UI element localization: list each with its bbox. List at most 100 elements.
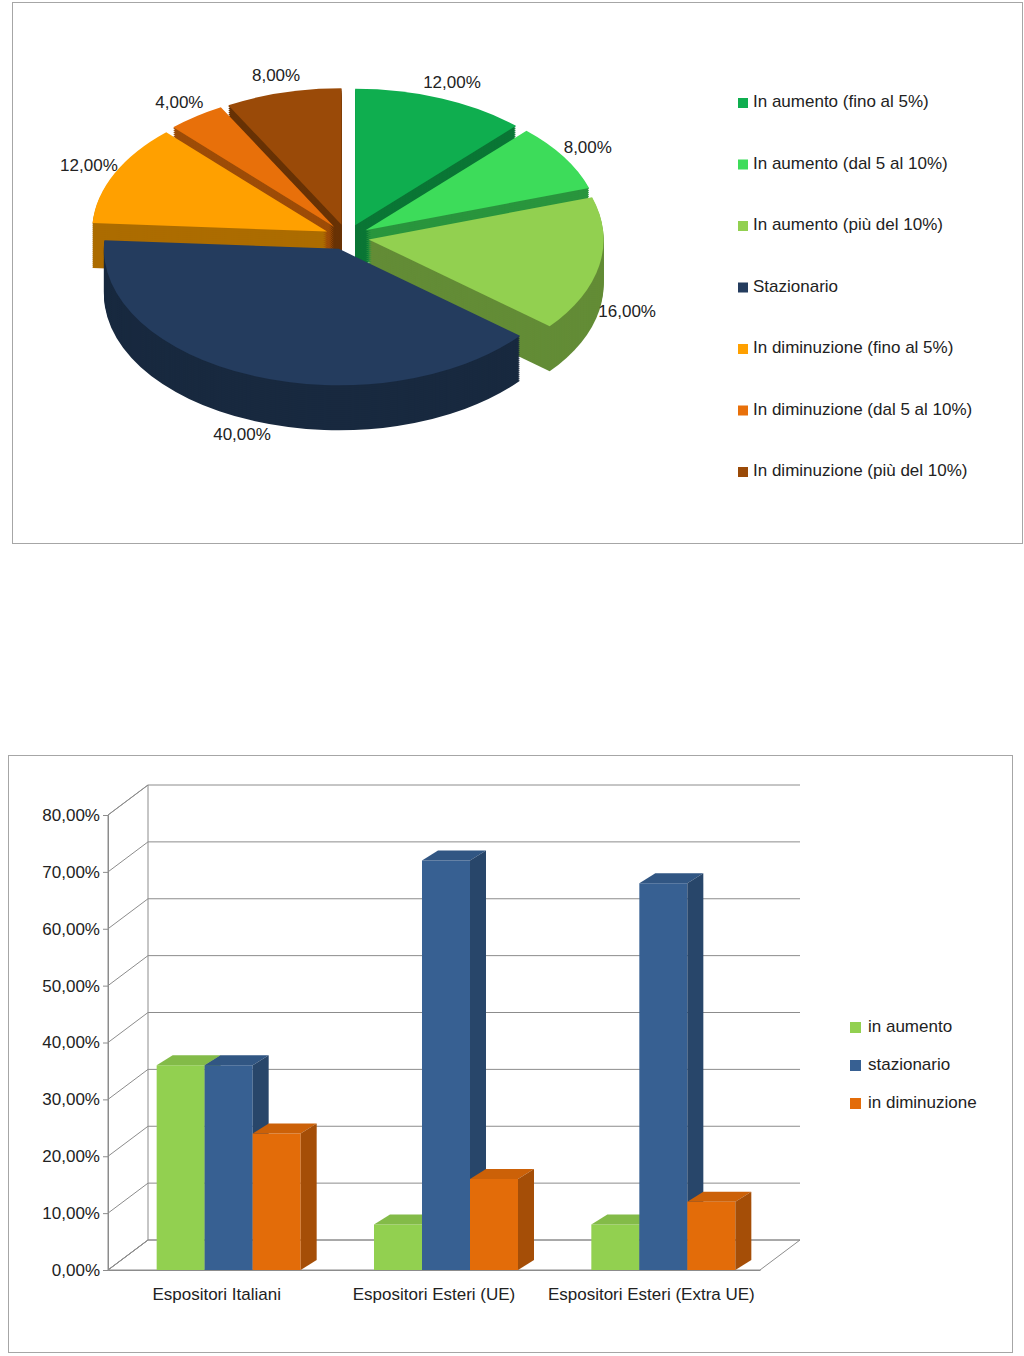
- y-tick-label: 80,00%: [42, 806, 100, 825]
- bar: [591, 1225, 639, 1271]
- slice-side-layer: [93, 91, 604, 388]
- legend: In aumento (fino al 5%) In aumento (dal 5…: [738, 92, 972, 480]
- y-tick-label: 10,00%: [42, 1204, 100, 1223]
- canvas: 12,00%8,00%16,00%40,00%12,00%4,00%8,00%I…: [0, 0, 1024, 1356]
- slice-side-layer: [93, 127, 604, 424]
- legend-label: In diminuzione (fino al 5%): [753, 338, 953, 357]
- y-tick-label: 60,00%: [42, 920, 100, 939]
- y-tick: 10,00%: [42, 1204, 108, 1223]
- y-tick-mark: [103, 1156, 108, 1157]
- slice: [104, 240, 520, 385]
- legend-swatch: [738, 283, 748, 293]
- x-tick: Espositori Esteri (UE): [353, 1285, 515, 1304]
- bar: [253, 1134, 301, 1271]
- y-tick-mark: [103, 815, 108, 816]
- y-tick-mark: [103, 1043, 108, 1044]
- data-label: 4,00%: [155, 93, 203, 112]
- y-tick: 80,00%: [42, 806, 108, 825]
- y-tick-mark: [103, 986, 108, 987]
- y-tick-mark: [103, 872, 108, 873]
- y-tick-mark: [103, 1099, 108, 1100]
- x-axis-line: [109, 1270, 761, 1271]
- slice-side-layer: [93, 95, 604, 392]
- y-tick-label: 50,00%: [42, 977, 100, 996]
- slice-side-layer: [93, 113, 604, 410]
- legend-label: In diminuzione (più del 10%): [753, 461, 968, 480]
- x-tick-label: Espositori Italiani: [152, 1285, 281, 1304]
- slice-side-layer: [93, 131, 604, 428]
- slice-side-layer: [93, 123, 604, 420]
- slice-side-layer: [93, 93, 604, 390]
- slice-side-layer: [93, 89, 604, 386]
- legend-label: Stazionario: [753, 277, 838, 296]
- y-tick-mark: [103, 1270, 108, 1271]
- y-tick: 40,00%: [42, 1033, 108, 1052]
- bar-side: [518, 1169, 534, 1270]
- data-label: 8,00%: [564, 138, 612, 157]
- slice-side-layer: [93, 99, 604, 396]
- x-tick: Espositori Esteri (Extra UE): [548, 1285, 755, 1304]
- chart-frame: [9, 756, 1013, 1353]
- slice-side-layer: [93, 107, 604, 404]
- y-tick-label: 30,00%: [42, 1090, 100, 1109]
- legend-label: In aumento (fino al 5%): [753, 92, 929, 111]
- legend-swatch: [850, 1060, 861, 1071]
- data-label: 12,00%: [60, 156, 118, 175]
- legend-swatch: [738, 221, 748, 231]
- slice-side-layer: [93, 103, 604, 400]
- y-tick: 30,00%: [42, 1090, 108, 1109]
- y-tick: 50,00%: [42, 977, 108, 996]
- slice-side-layer: [93, 97, 604, 394]
- y-tick: 70,00%: [42, 863, 108, 882]
- bar-chart: 0,00% 10,00% 20,00% 30,00% 40,00% 50,00% 60,00…: [42, 785, 976, 1304]
- pie-chart: 12,00%8,00%16,00%40,00%12,00%4,00%8,00%I…: [60, 66, 972, 480]
- legend-swatch: [850, 1022, 861, 1033]
- legend-label: In diminuzione (dal 5 al 10%): [753, 400, 972, 419]
- slice-side-layer: [93, 129, 604, 426]
- slice-side-layer: [93, 101, 604, 398]
- slice-side-layer: [93, 125, 604, 422]
- x-tick-label: Espositori Esteri (UE): [353, 1285, 515, 1304]
- y-tick: 60,00%: [42, 920, 108, 939]
- grid-line: [108, 785, 800, 815]
- chart-frame: [13, 3, 1023, 544]
- legend-swatch: [738, 406, 748, 416]
- data-label: 16,00%: [598, 302, 656, 321]
- data-label: 12,00%: [423, 73, 481, 92]
- data-label: 40,00%: [213, 425, 271, 444]
- bar: [687, 1202, 735, 1270]
- legend: in aumento stazionario in diminuzione: [850, 1017, 977, 1112]
- legend-label: stazionario: [868, 1055, 950, 1074]
- slice-side-layer: [93, 109, 604, 406]
- legend-swatch: [850, 1098, 861, 1109]
- legend-swatch: [738, 160, 748, 170]
- slice-side-layer: [93, 105, 604, 402]
- legend-label: In aumento (più del 10%): [753, 215, 943, 234]
- x-tick-label: Espositori Esteri (Extra UE): [548, 1285, 755, 1304]
- y-tick-label: 70,00%: [42, 863, 100, 882]
- x-tick: Espositori Italiani: [152, 1285, 281, 1304]
- bar: [422, 861, 470, 1271]
- y-tick-label: 20,00%: [42, 1147, 100, 1166]
- y-axis: 0,00% 10,00% 20,00% 30,00% 40,00% 50,00% 60,00…: [42, 806, 108, 1280]
- y-tick: 0,00%: [52, 1261, 108, 1280]
- slices: [93, 88, 604, 430]
- legend-label: In aumento (dal 5 al 10%): [753, 154, 948, 173]
- bar: [639, 883, 687, 1270]
- bar: [205, 1065, 253, 1270]
- bar-side: [301, 1124, 317, 1271]
- slice-side-layer: [93, 121, 604, 418]
- y-tick-mark: [103, 1213, 108, 1214]
- y-tick-mark: [103, 929, 108, 930]
- bar: [374, 1225, 422, 1271]
- y-axis-line: [103, 816, 109, 1271]
- slice: [228, 88, 341, 224]
- data-labels: 12,00%8,00%16,00%40,00%12,00%4,00%8,00%: [60, 66, 656, 444]
- x-axis: Espositori Italiani Espositori Esteri (UE…: [109, 1271, 761, 1305]
- legend-swatch: [738, 344, 748, 354]
- legend-label: in diminuzione: [868, 1093, 977, 1112]
- slice-side-layer: [93, 111, 604, 408]
- bar: [470, 1179, 518, 1270]
- y-tick-label: 40,00%: [42, 1033, 100, 1052]
- legend-label: in aumento: [868, 1017, 952, 1036]
